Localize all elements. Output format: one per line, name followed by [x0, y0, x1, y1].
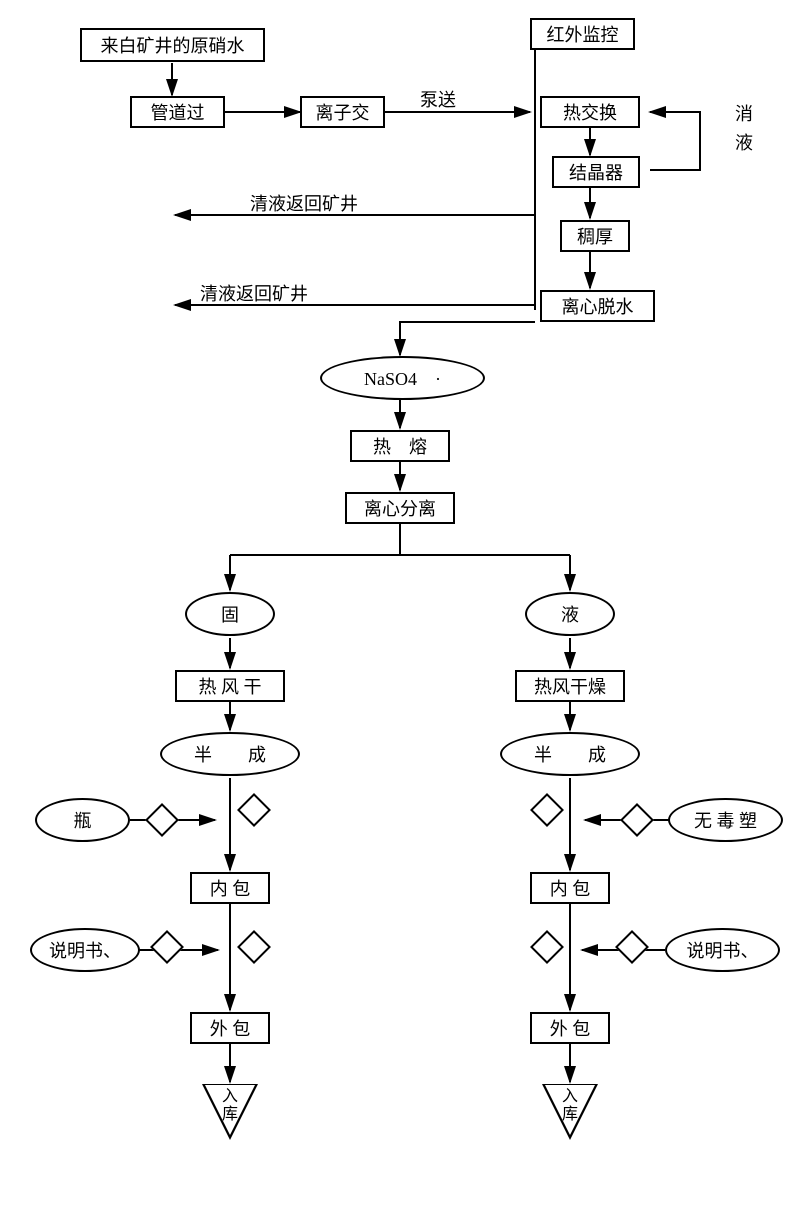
node-hotdry-l: 热 风 干: [175, 670, 285, 702]
node-plastic: 无 毒 塑: [668, 798, 783, 842]
label: 热风干燥: [534, 673, 606, 699]
label: 瓶: [74, 807, 92, 833]
label: 离子交: [316, 99, 370, 125]
label: 固: [221, 601, 239, 627]
diamond-l1b: [237, 793, 271, 827]
label: 管道过: [151, 99, 205, 125]
label: 泵送: [420, 90, 456, 110]
flowchart-canvas: 来白矿井的原硝水 管道过 离子交 红外监控 热交换 结晶器 稠厚 离心脱水 泵送…: [0, 0, 800, 1231]
label: 外 包: [550, 1015, 591, 1041]
diamond-l2: [150, 930, 184, 964]
node-heatex: 热交换: [540, 96, 640, 128]
node-innerpack-l: 内 包: [190, 872, 270, 904]
label: 离心分离: [364, 495, 436, 521]
node-store-l-label: 入库: [222, 1088, 238, 1123]
diamond-l1: [145, 803, 179, 837]
label: 稠厚: [577, 223, 613, 249]
diamond-l2b: [237, 930, 271, 964]
node-hotdry-r: 热风干燥: [515, 670, 625, 702]
label: 无 毒 塑: [694, 807, 757, 833]
node-liquid: 液: [525, 592, 615, 636]
node-outerpack-r: 外 包: [530, 1012, 610, 1044]
label: 半 成: [194, 741, 266, 767]
label: 结晶器: [569, 159, 623, 185]
label: NaSO4 ·: [364, 365, 441, 391]
node-hotmelt: 热 熔: [350, 430, 450, 462]
label: 半 成: [534, 741, 606, 767]
label: 外 包: [210, 1015, 251, 1041]
edge-label-return2: 清液返回矿井: [200, 280, 308, 306]
label: 内 包: [550, 875, 591, 901]
label: 内 包: [210, 875, 251, 901]
label: 液: [561, 601, 579, 627]
label: 离心脱水: [562, 293, 634, 319]
edge-label-return1: 清液返回矿井: [250, 190, 358, 216]
label: 热 风 干: [199, 673, 262, 699]
node-pipe: 管道过: [130, 96, 225, 128]
node-bottle: 瓶: [35, 798, 130, 842]
node-solid: 固: [185, 592, 275, 636]
node-cryst: 结晶器: [552, 156, 640, 188]
node-naso4: NaSO4 ·: [320, 356, 485, 400]
node-store-r-label: 入库: [562, 1088, 578, 1123]
label: 来白矿井的原硝水: [101, 32, 245, 58]
diamond-r1b: [530, 793, 564, 827]
label: 热 熔: [373, 433, 427, 459]
label: 清液返回矿井: [200, 284, 308, 304]
node-ir: 红外监控: [530, 18, 635, 50]
node-manual-l: 说明书、: [30, 928, 140, 972]
label: 红外监控: [547, 21, 619, 47]
node-ion: 离子交: [300, 96, 385, 128]
node-semi-r: 半 成: [500, 732, 640, 776]
diamond-r2: [615, 930, 649, 964]
node-centri-dewater: 离心脱水: [540, 290, 655, 322]
node-innerpack-r: 内 包: [530, 872, 610, 904]
label: 清液返回矿井: [250, 194, 358, 214]
diamond-r1: [620, 803, 654, 837]
node-semi-l: 半 成: [160, 732, 300, 776]
label: 说明书、: [49, 937, 121, 963]
label: 说明书、: [687, 937, 759, 963]
node-centri-sep: 离心分离: [345, 492, 455, 524]
node-outerpack-l: 外 包: [190, 1012, 270, 1044]
edge-label-pump: 泵送: [420, 86, 456, 112]
node-thick: 稠厚: [560, 220, 630, 252]
node-source: 来白矿井的原硝水: [80, 28, 265, 62]
edge-label-side: 消液: [735, 100, 753, 158]
node-manual-r: 说明书、: [665, 928, 780, 972]
label: 热交换: [563, 99, 617, 125]
diamond-r2b: [530, 930, 564, 964]
connectors: [0, 0, 800, 1231]
